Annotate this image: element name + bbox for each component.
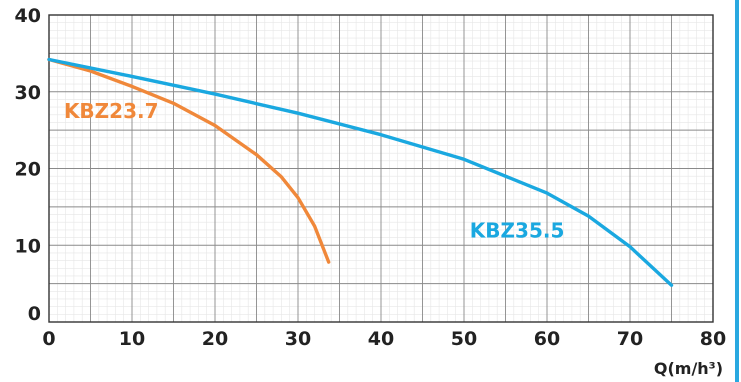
series-line-kbz23-7 (47, 57, 331, 264)
y-tick-label: 30 (15, 82, 41, 104)
y-axis-ticks: 0 10 20 30 40 (15, 5, 41, 325)
x-tick-label: 0 (42, 328, 55, 350)
series-label-kbz23-7: KBZ23.7 (64, 99, 159, 123)
x-tick-label: 50 (451, 328, 477, 350)
x-tick-label: 40 (368, 328, 394, 350)
right-accent-bar (735, 0, 739, 382)
x-tick-label: 30 (285, 328, 311, 350)
y-tick-label: 20 (15, 159, 41, 181)
y-tick-label: 0 (28, 303, 41, 325)
series-labels: KBZ23.7 KBZ35.5 (64, 99, 564, 243)
x-tick-label: 70 (617, 328, 643, 350)
x-tick-label: 20 (202, 328, 228, 350)
y-tick-label: 40 (15, 5, 41, 27)
x-tick-label: 60 (534, 328, 560, 350)
plot-frame (48, 14, 714, 323)
x-axis-ticks: 0 10 20 30 40 50 60 70 80 (42, 328, 726, 350)
y-tick-label: 10 (15, 235, 41, 257)
x-tick-label: 10 (119, 328, 145, 350)
series-label-kbz35-5: KBZ35.5 (470, 219, 565, 243)
series-lines (47, 57, 674, 287)
major-grid (49, 15, 713, 322)
x-axis-title: Q(m/h³) (654, 359, 723, 378)
x-tick-label: 80 (700, 328, 726, 350)
series-line-kbz35-5 (47, 57, 674, 287)
